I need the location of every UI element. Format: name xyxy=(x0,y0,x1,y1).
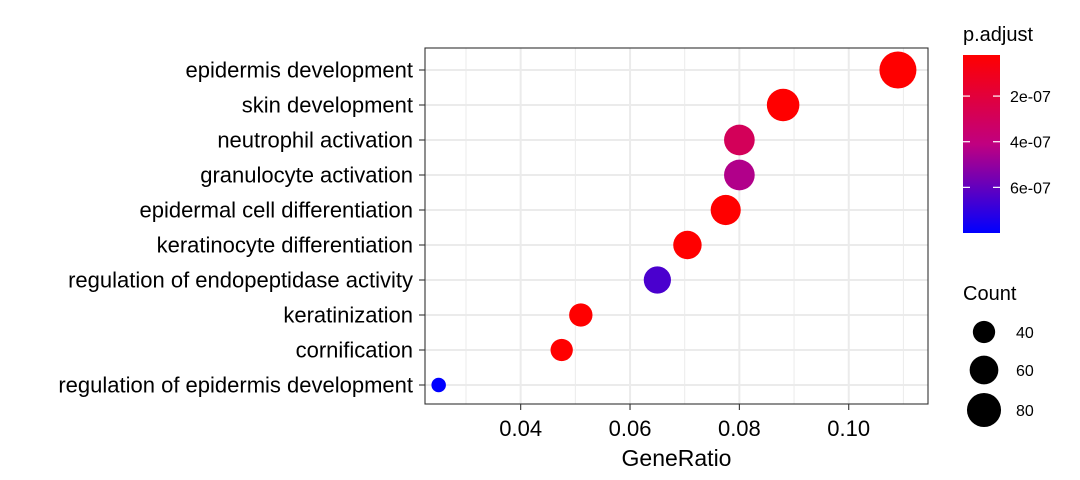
y-tick-label: skin development xyxy=(242,93,413,118)
y-tick-label: cornification xyxy=(296,338,413,363)
major-gridlines-x xyxy=(519,48,850,404)
size-legend-key xyxy=(969,355,999,385)
data-point xyxy=(766,88,800,122)
data-point xyxy=(879,51,917,89)
x-axis-title: GeneRatio xyxy=(622,445,732,471)
x-tick-label: 0.06 xyxy=(609,416,652,441)
y-tick-label: keratinization xyxy=(283,303,413,328)
panel-background xyxy=(425,48,928,404)
y-tick-label: epidermal cell differentiation xyxy=(139,198,413,223)
color-legend-title: p.adjust xyxy=(963,24,1033,46)
data-point xyxy=(550,338,573,362)
data-points xyxy=(431,51,917,393)
plot-panel xyxy=(424,47,929,405)
color-bar-tick-label: 2e-07 xyxy=(1010,89,1051,106)
color-legend: p.adjust 2e-07 4e-07 6e-07 xyxy=(963,24,1051,233)
size-legend: Count 40 60 80 xyxy=(963,283,1034,428)
y-tick-label: keratinocyte differentiation xyxy=(157,233,413,258)
data-point xyxy=(724,124,755,156)
size-legend-title: Count xyxy=(963,283,1017,305)
color-bar-ticks: 2e-07 4e-07 6e-07 xyxy=(963,89,1051,197)
color-bar-tick-label: 4e-07 xyxy=(1010,135,1051,152)
size-legend-label: 40 xyxy=(1016,325,1034,342)
data-point xyxy=(643,266,671,294)
y-tick-label: granulocyte activation xyxy=(200,163,413,188)
y-tick-label: neutrophil activation xyxy=(217,128,413,153)
data-point xyxy=(431,377,446,393)
size-legend-keys: 40 60 80 xyxy=(966,320,1034,428)
size-legend-key xyxy=(972,320,996,344)
size-legend-label: 60 xyxy=(1016,363,1034,380)
y-tick-label: regulation of endopeptidase activity xyxy=(68,268,413,293)
x-axis: 0.04 0.06 0.08 0.10 xyxy=(499,404,870,441)
size-legend-label: 80 xyxy=(1016,403,1034,420)
data-point xyxy=(710,194,741,226)
y-tick-label: regulation of epidermis development xyxy=(58,373,413,398)
data-point xyxy=(724,159,755,191)
x-tick-label: 0.08 xyxy=(718,416,761,441)
data-point xyxy=(569,303,593,327)
panel-border xyxy=(424,47,929,405)
y-tick-label: epidermis development xyxy=(186,58,413,83)
size-legend-key xyxy=(966,392,1002,428)
major-gridlines-y xyxy=(425,69,928,386)
y-axis: epidermis development skin development neu… xyxy=(58,58,425,398)
color-bar-tick-label: 6e-07 xyxy=(1010,180,1051,197)
color-bar xyxy=(963,55,1000,233)
x-tick-label: 0.04 xyxy=(499,416,542,441)
data-point xyxy=(673,230,702,260)
x-tick-label: 0.10 xyxy=(827,416,870,441)
